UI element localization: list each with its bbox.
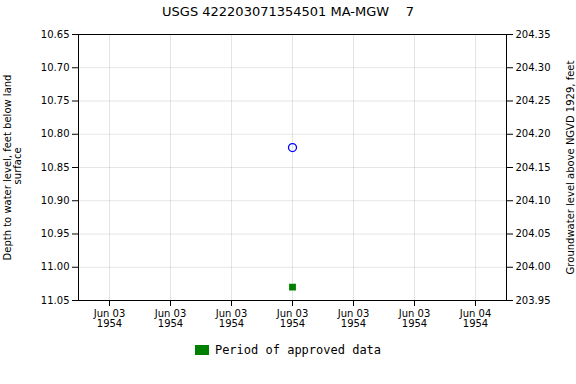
svg-text:204.05: 204.05 — [516, 228, 551, 239]
svg-text:11.00: 11.00 — [41, 261, 70, 272]
svg-text:204.30: 204.30 — [516, 62, 551, 73]
svg-text:Jun 031954: Jun 031954 — [93, 308, 126, 329]
svg-text:10.95: 10.95 — [41, 228, 70, 239]
svg-text:204.20: 204.20 — [516, 128, 551, 139]
svg-text:204.35: 204.35 — [516, 29, 551, 40]
svg-text:10.80: 10.80 — [41, 128, 70, 139]
svg-text:Jun 031954: Jun 031954 — [276, 308, 309, 329]
svg-text:204.15: 204.15 — [516, 162, 551, 173]
svg-text:Groundwater level above NGVD 1: Groundwater level above NGVD 1929, feet — [565, 61, 576, 275]
svg-text:Jun 031954: Jun 031954 — [398, 308, 431, 329]
svg-text:Jun 031954: Jun 031954 — [154, 308, 187, 329]
svg-text:11.05: 11.05 — [41, 295, 70, 306]
svg-text:10.75: 10.75 — [41, 95, 70, 106]
svg-text:Jun 031954: Jun 031954 — [215, 308, 248, 329]
svg-text:10.65: 10.65 — [41, 29, 70, 40]
html-text:Period of approved data: Period of approved data — [214, 343, 382, 357]
svg-text:204.25: 204.25 — [516, 95, 551, 106]
svg-text:204.10: 204.10 — [516, 195, 551, 206]
svg-text:10.70: 10.70 — [41, 62, 70, 73]
html-text:USGS 422203071354501 MA-MGW 7: USGS 422203071354501 MA-MGW 7 — [162, 4, 414, 19]
svg-text:Jun 041954: Jun 041954 — [459, 308, 492, 329]
svg-text:10.90: 10.90 — [41, 195, 70, 206]
svg-text:Depth to water level, feet bel: Depth to water level, feet below land su… — [2, 75, 23, 261]
svg-text:204.00: 204.00 — [516, 261, 551, 272]
svg-text:203.95: 203.95 — [516, 295, 551, 306]
svg-text:10.85: 10.85 — [41, 162, 70, 173]
svg-text:Jun 031954: Jun 031954 — [337, 308, 370, 329]
